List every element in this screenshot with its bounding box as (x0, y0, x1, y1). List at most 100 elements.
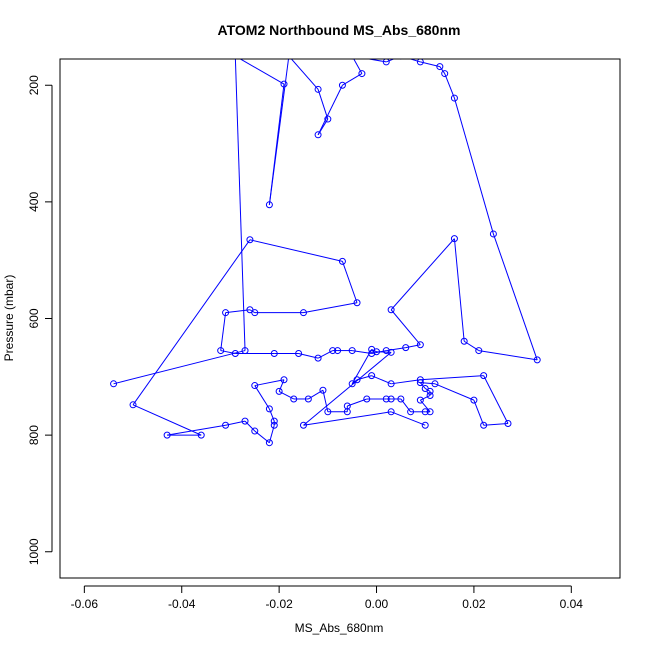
data-point (398, 59, 403, 60)
series-segment (278, 379, 285, 392)
series-segment (132, 239, 251, 406)
data-point (475, 347, 483, 355)
data-point (280, 80, 288, 88)
data-point (387, 408, 395, 416)
series-segment (317, 89, 329, 120)
data-point (324, 408, 332, 416)
y-tick-label: 200 (27, 75, 41, 95)
series-segment (391, 379, 421, 385)
data-point (436, 63, 444, 71)
data-point (222, 309, 230, 317)
data-point (382, 347, 390, 355)
data-point (348, 380, 356, 388)
data-point (304, 395, 312, 403)
series-segment (342, 73, 363, 86)
data-point (416, 341, 424, 349)
x-tick-label: -0.02 (265, 597, 293, 611)
data-point (387, 306, 395, 314)
data-point (397, 395, 405, 403)
series-segment (167, 424, 226, 436)
series-segment (371, 375, 392, 385)
series-segment (113, 350, 246, 385)
x-tick-label: 0.02 (462, 597, 486, 611)
data-point (350, 59, 355, 60)
data-point (407, 408, 415, 416)
data-point (233, 59, 238, 60)
data-point (299, 309, 307, 317)
data-point (368, 372, 376, 380)
data-point (431, 380, 439, 388)
series-segment (473, 399, 485, 426)
data-point (231, 349, 239, 357)
data-point (358, 70, 366, 78)
series-segment (268, 408, 275, 422)
data-point (275, 387, 283, 395)
series-segment (341, 261, 358, 303)
series-segment (322, 390, 329, 412)
series-segment (453, 97, 494, 235)
data-point (421, 421, 429, 429)
plot-frame (59, 58, 621, 579)
series-segment (220, 350, 236, 354)
data-point (329, 347, 337, 355)
series-segment (317, 350, 333, 359)
data-point (504, 419, 512, 427)
series-segment (444, 73, 455, 99)
series-segment (225, 309, 250, 314)
data-point (470, 396, 478, 404)
series-segment (439, 66, 446, 74)
data-point (270, 421, 278, 429)
data-point (421, 384, 429, 392)
data-point (324, 115, 332, 123)
data-point (314, 131, 322, 139)
data-point (270, 417, 278, 425)
data-point (299, 421, 307, 429)
data-point (416, 59, 424, 66)
x-axis-label: MS_Abs_680nm (295, 621, 384, 635)
data-point (295, 349, 303, 357)
x-tick-label: 0.04 (560, 597, 584, 611)
series-segment (254, 385, 270, 410)
series-points (110, 59, 541, 447)
data-point (241, 347, 249, 355)
series-segment (400, 398, 412, 413)
y-tick-label: 800 (27, 425, 41, 445)
series-segment (244, 420, 256, 432)
y-tick-label: 400 (27, 192, 41, 212)
series-segment (268, 59, 289, 205)
data-point (426, 391, 434, 399)
series-lines (113, 59, 538, 444)
data-point (387, 395, 395, 403)
data-point (416, 376, 424, 384)
series-segment (278, 390, 294, 400)
series-segment (405, 344, 421, 349)
series-segment (478, 350, 538, 361)
x-axis: -0.06 -0.04 -0.02 0.00 0.02 0.04 (71, 585, 584, 611)
data-point (338, 81, 346, 89)
data-point (129, 401, 137, 409)
data-point (387, 348, 395, 356)
data-point (368, 349, 376, 357)
series-segment (234, 59, 246, 351)
data-point (480, 421, 488, 429)
data-point (251, 427, 259, 435)
data-point (334, 347, 342, 355)
data-point (222, 421, 230, 429)
data-point (450, 94, 458, 102)
series-segment (419, 382, 426, 389)
data-point (197, 431, 205, 439)
data-point (314, 354, 322, 362)
series-segment (434, 383, 475, 401)
data-point (416, 379, 424, 387)
data-point (402, 344, 410, 352)
y-axis: 200 400 600 800 1000 (27, 75, 53, 565)
data-point (353, 299, 361, 307)
series-segment (351, 349, 373, 385)
series-segment (317, 85, 343, 136)
series-segment (254, 379, 285, 387)
series-segment (419, 399, 431, 413)
data-point (353, 376, 361, 384)
data-point (382, 59, 390, 66)
series-segment (249, 239, 343, 262)
series-segment (220, 312, 227, 351)
